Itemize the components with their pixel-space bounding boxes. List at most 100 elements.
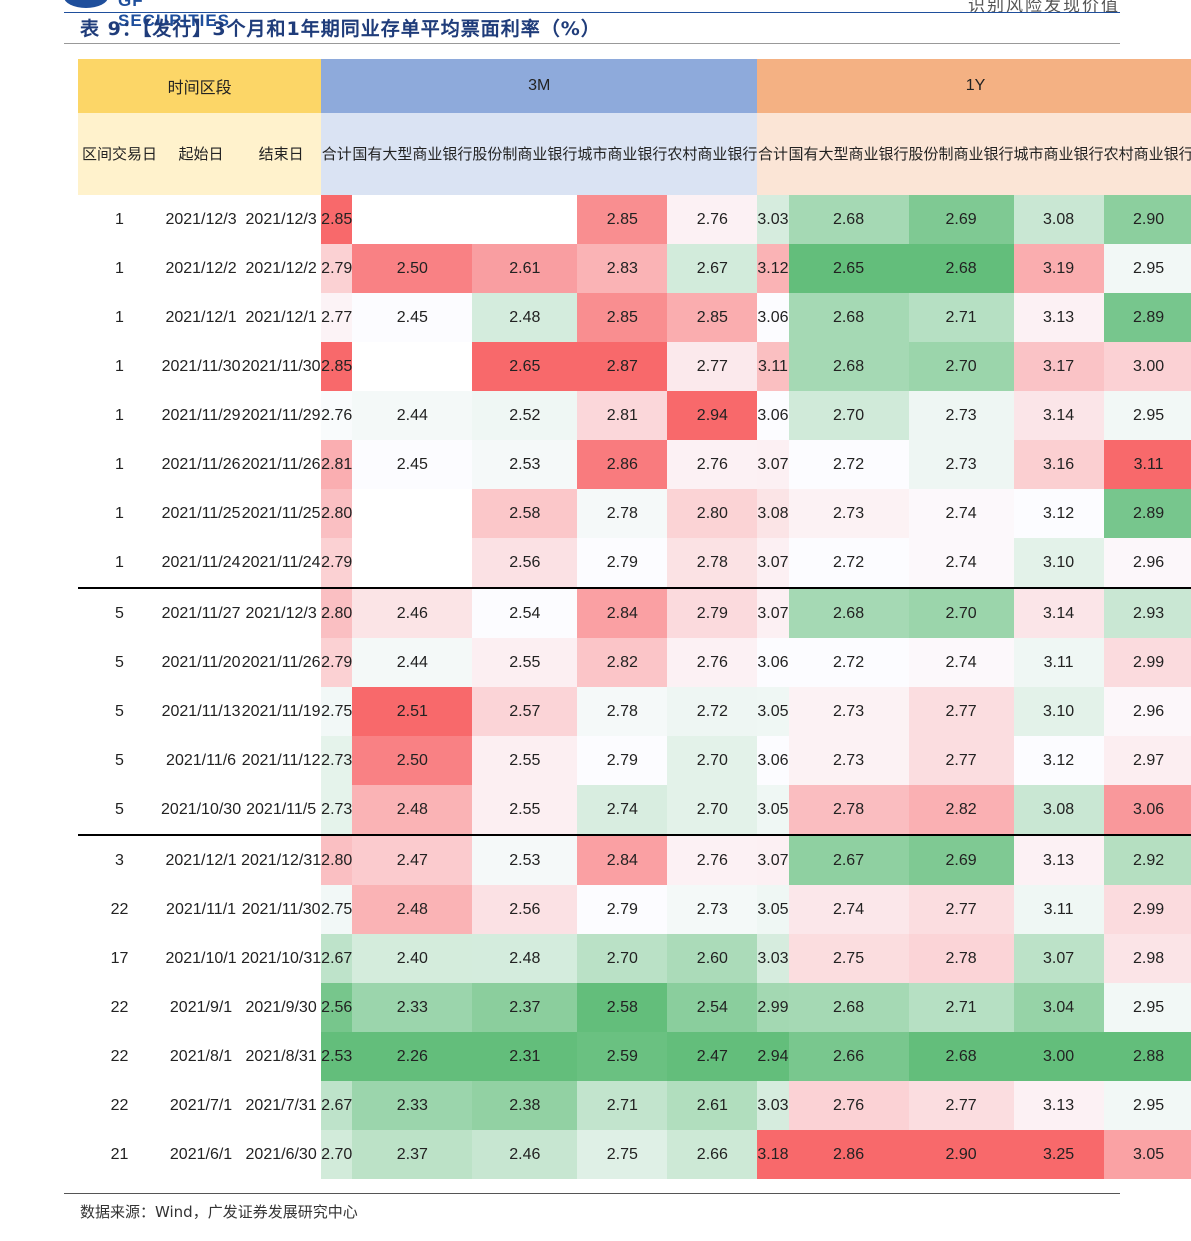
rate-cell: 2.40 <box>352 934 473 983</box>
period-cell: 2021/7/31 <box>245 1096 317 1114</box>
rate-cell: 2.72 <box>788 440 909 489</box>
rate-cell: 2.70 <box>577 934 668 983</box>
period-cell: 1 <box>115 504 124 522</box>
period-cell: 2021/12/2 <box>165 259 237 277</box>
rate-cell: 3.05 <box>757 687 789 736</box>
rate-cell: 2.55 <box>472 736 578 785</box>
rate-cell: 2.50 <box>352 244 473 293</box>
rate-cell: 3.07 <box>1013 934 1104 983</box>
column-header: 国有大型商业银行 <box>788 113 909 195</box>
period-cell: 2021/11/24 <box>161 553 241 571</box>
period-cell: 1 <box>115 553 124 571</box>
period-cell: 2021/8/31 <box>245 1047 317 1065</box>
rate-cell: 2.67 <box>788 834 909 885</box>
period-cell: 2021/11/19 <box>241 702 321 720</box>
rate-cell: 2.53 <box>472 834 578 885</box>
column-header: 股份制商业银行 <box>472 113 578 195</box>
rate-cell: 2.68 <box>908 244 1014 293</box>
period-cell: 1 <box>115 308 124 326</box>
rate-cell: 2.79 <box>577 736 668 785</box>
period-cell: 2021/10/31 <box>241 949 322 967</box>
rate-cell: 2.44 <box>352 638 473 687</box>
rate-cell: 2.79 <box>577 885 668 934</box>
rate-cell: 3.17 <box>1013 342 1104 391</box>
rate-cell: 2.67 <box>321 1081 353 1130</box>
rate-cell: 2.45 <box>352 293 473 342</box>
rate-cell: 2.71 <box>577 1081 668 1130</box>
rate-cell <box>472 195 577 244</box>
rate-cell: 2.95 <box>1103 391 1191 440</box>
rate-cell: 2.37 <box>352 1130 473 1179</box>
rate-cell: 3.08 <box>1013 195 1104 244</box>
rate-cell: 2.85 <box>577 293 668 342</box>
period-cell: 2021/11/5 <box>246 800 317 818</box>
table-row: 1 2021/11/26 2021/11/26 2.81 2.45 2.53 2.86 2.7… <box>78 440 1191 489</box>
rate-cell: 3.06 <box>757 638 789 687</box>
rate-cell: 2.78 <box>908 934 1014 983</box>
rate-cell: 3.06 <box>1103 785 1191 835</box>
table-row: 21 2021/6/1 2021/6/30 2.70 2.37 2.46 2.75 2.66 3… <box>78 1130 1191 1179</box>
period-cell: 17 <box>110 949 129 967</box>
table-body: 1 2021/12/3 2021/12/3 2.85 2.85 2.76 3.03 2.68 2… <box>78 195 1191 1179</box>
rate-cell: 2.70 <box>667 736 758 785</box>
rate-cell: 2.87 <box>577 342 668 391</box>
rate-cell: 2.89 <box>1103 489 1191 538</box>
table-row: 5 2021/11/13 2021/11/19 2.75 2.51 2.57 2.78 2.7… <box>78 687 1191 736</box>
rate-cell: 2.31 <box>472 1032 578 1081</box>
rate-cell: 2.69 <box>908 834 1014 885</box>
rate-cell: 3.08 <box>757 489 789 538</box>
rate-cell: 3.10 <box>1013 687 1104 736</box>
rate-cell: 3.07 <box>757 834 789 885</box>
period-cell: 2021/11/1 <box>166 900 237 918</box>
rate-cell: 3.13 <box>1013 293 1104 342</box>
period-cell: 3 <box>78 834 162 885</box>
table-row: 1 2021/12/2 2021/12/2 2.79 2.50 2.61 2.83 2.67 3… <box>78 244 1191 293</box>
rate-cell: 2.74 <box>908 638 1014 687</box>
column-header: 起始日 <box>161 113 242 195</box>
rate-cell: 2.74 <box>908 489 1014 538</box>
rate-cell: 2.73 <box>788 736 909 785</box>
rate-cell: 3.13 <box>1013 1081 1104 1130</box>
rate-cell: 3.03 <box>757 195 789 244</box>
rate-cell: 2.66 <box>788 1032 909 1081</box>
rate-cell: 2.84 <box>577 834 668 885</box>
rate-cell: 2.54 <box>667 983 758 1032</box>
rate-cell: 2.77 <box>908 736 1014 785</box>
rate-cell: 2.76 <box>667 834 758 885</box>
period-cell: 22 <box>110 900 129 918</box>
rate-cell: 2.79 <box>577 538 668 588</box>
period-cell: 2021/11/25 <box>161 504 241 522</box>
period-cell: 2021/8/1 <box>169 1047 233 1065</box>
rate-cell: 2.68 <box>908 1032 1014 1081</box>
rate-cell: 2.48 <box>472 293 578 342</box>
rate-cell: 2.68 <box>788 342 909 391</box>
rate-cell: 2.90 <box>1103 195 1191 244</box>
rate-cell: 3.11 <box>1013 638 1104 687</box>
rate-cell: 3.07 <box>757 587 789 638</box>
rate-cell: 2.77 <box>908 1081 1014 1130</box>
rate-cell: 2.57 <box>472 687 578 736</box>
rate-cell: 2.81 <box>577 391 668 440</box>
table-row: 22 2021/9/1 2021/9/30 2.56 2.33 2.37 2.58 2.54 2… <box>78 983 1191 1032</box>
rate-cell <box>352 342 472 391</box>
rate-cell: 2.58 <box>472 489 578 538</box>
rate-cell: 3.12 <box>1013 489 1104 538</box>
rate-cell: 2.74 <box>577 785 668 835</box>
period-cell: 1 <box>115 259 124 277</box>
rate-cell: 3.19 <box>1013 244 1104 293</box>
rate-cell: 2.94 <box>667 391 758 440</box>
rate-cell: 3.06 <box>757 391 789 440</box>
company-logo: GF SECURITIES <box>64 0 249 30</box>
rate-cell: 2.80 <box>667 489 758 538</box>
rate-cell: 2.79 <box>321 538 353 588</box>
rate-cell: 2.68 <box>788 293 909 342</box>
rate-cell: 2.89 <box>1103 293 1191 342</box>
rate-cell: 2.68 <box>788 195 909 244</box>
rate-cell: 2.92 <box>1103 834 1191 885</box>
period-cell: 2021/11/27 <box>161 587 242 638</box>
rate-cell: 2.50 <box>352 736 473 785</box>
title-rule <box>64 43 1120 44</box>
logo-text: GF SECURITIES <box>118 0 231 30</box>
table-row: 1 2021/11/29 2021/11/29 2.76 2.44 2.52 2.81 2.9… <box>78 391 1191 440</box>
rate-cell: 2.47 <box>352 834 473 885</box>
